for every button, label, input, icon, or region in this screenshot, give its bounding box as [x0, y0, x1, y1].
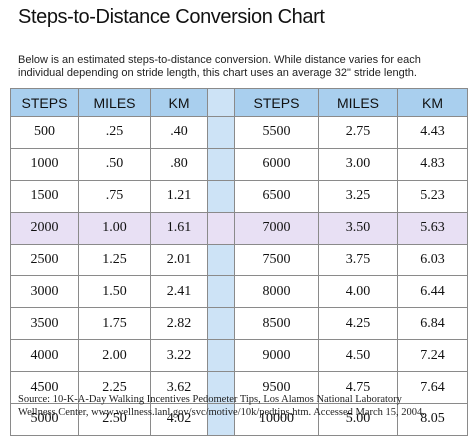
table-row: 3500 1.75 2.82 8500 4.25 6.84 — [10, 307, 468, 341]
cell-steps-right: 6000 — [234, 147, 319, 181]
cell-miles-right: 4.50 — [318, 339, 398, 373]
cell-steps-right: 9000 — [234, 339, 319, 373]
cell-steps-right: 5500 — [234, 116, 319, 149]
header-miles-left: MILES — [78, 88, 151, 117]
table-row: 2000 1.00 1.61 7000 3.50 5.63 — [10, 211, 468, 245]
cell-km-left: .80 — [150, 147, 208, 181]
cell-miles-right: 3.25 — [318, 179, 398, 213]
cell-miles-left: 2.50 — [78, 403, 151, 436]
cell-steps-left: 4000 — [10, 339, 79, 373]
cell-steps-left: 1000 — [10, 147, 79, 181]
cell-miles-left: .75 — [78, 179, 151, 213]
cell-miles-right: 3.00 — [318, 147, 398, 181]
cell-steps-right: 7000 — [234, 211, 319, 245]
table-row: 4500 2.25 3.62 9500 4.75 7.64 — [10, 371, 468, 405]
cell-miles-right: 4.00 — [318, 275, 398, 309]
cell-steps-left: 1500 — [10, 179, 79, 213]
cell-km-left: 3.22 — [150, 339, 208, 373]
cell-steps-left: 3000 — [10, 275, 79, 309]
cell-miles-left: 1.00 — [78, 211, 151, 245]
header-km-left: KM — [150, 88, 208, 117]
header-steps-left: STEPS — [10, 88, 79, 117]
cell-km-left: 2.01 — [150, 243, 208, 277]
cell-steps-left: 5000 — [10, 403, 79, 436]
table-row: 4000 2.00 3.22 9000 4.50 7.24 — [10, 339, 468, 373]
intro-text: Below is an estimated steps-to-distance … — [18, 54, 466, 80]
column-divider — [207, 88, 235, 117]
table-row: 1000.50.80 6000 3.00 4.83 — [10, 147, 468, 181]
column-divider — [207, 243, 235, 277]
table-row: 3000 1.50 2.41 8000 4.00 6.44 — [10, 275, 468, 309]
column-divider — [207, 147, 235, 181]
cell-steps-left: 4500 — [10, 371, 79, 405]
chart-title: Steps-to-Distance Conversion Chart — [18, 6, 325, 28]
cell-km-right: 6.84 — [397, 307, 468, 341]
cell-steps-right: 6500 — [234, 179, 319, 213]
cell-miles-right: 3.50 — [318, 211, 398, 245]
cell-km-left: 1.61 — [150, 211, 208, 245]
intro-line-2: individual depending on stride length, t… — [18, 67, 417, 79]
intro-line-1: Below is an estimated steps-to-distance … — [18, 54, 421, 66]
cell-km-right: 5.63 — [397, 211, 468, 245]
column-divider — [207, 116, 235, 149]
table-header-row: STEPS MILES KM STEPS MILES KM — [10, 88, 468, 117]
cell-km-right: 5.23 — [397, 179, 468, 213]
table-row: 1500.75 1.21 6500 3.25 5.23 — [10, 179, 468, 213]
table-row: 500.25.40 5500 2.75 4.43 — [10, 116, 468, 149]
cell-steps-left: 3500 — [10, 307, 79, 341]
header-km-right: KM — [397, 88, 468, 117]
table-body: 500.25.40 5500 2.75 4.43 1000.50.80 6000 3.00 4… — [10, 116, 468, 436]
cell-km-left: 2.82 — [150, 307, 208, 341]
cell-km-right: 8.05 — [397, 403, 468, 436]
cell-miles-left: .25 — [78, 116, 151, 149]
cell-steps-left: 500 — [10, 116, 79, 149]
cell-km-right: 7.24 — [397, 339, 468, 373]
cell-km-right: 4.43 — [397, 116, 468, 149]
column-divider — [207, 307, 235, 341]
cell-km-right: 6.03 — [397, 243, 468, 277]
cell-miles-right: 5.00 — [318, 403, 398, 436]
cell-steps-right: 8500 — [234, 307, 319, 341]
cell-steps-right: 8000 — [234, 275, 319, 309]
cell-miles-left: 2.00 — [78, 339, 151, 373]
cell-miles-right: 2.75 — [318, 116, 398, 149]
cell-steps-left: 2500 — [10, 243, 79, 277]
cell-km-left: .40 — [150, 116, 208, 149]
column-divider — [207, 339, 235, 373]
cell-km-right: 6.44 — [397, 275, 468, 309]
source-line-1: Source: 10-K-A-Day Walking Incentives Pe… — [18, 394, 402, 405]
source-line-2: Wellness Center, www.wellness.lanl.gov/s… — [18, 406, 425, 418]
cell-miles-left: 1.50 — [78, 275, 151, 309]
conversion-table: STEPS MILES KM STEPS MILES KM 500.25.40 5… — [10, 88, 468, 436]
column-divider — [207, 179, 235, 213]
table-row: 5000 2.50 4.02 10000 5.00 8.05 — [10, 403, 468, 436]
table-row: 2500 1.25 2.01 7500 3.75 6.03 — [10, 243, 468, 277]
cell-miles-right: 3.75 — [318, 243, 398, 277]
cell-miles-left: 1.25 — [78, 243, 151, 277]
column-divider — [207, 211, 235, 245]
column-divider — [207, 275, 235, 309]
cell-km-right: 4.83 — [397, 147, 468, 181]
cell-miles-left: .50 — [78, 147, 151, 181]
source-citation: Source: 10-K-A-Day Walking Incentives Pe… — [18, 394, 466, 419]
cell-steps-right: 7500 — [234, 243, 319, 277]
header-steps-right: STEPS — [234, 88, 319, 117]
cell-km-left: 2.41 — [150, 275, 208, 309]
cell-steps-right: 10000 — [234, 403, 319, 436]
cell-km-right: 7.64 — [397, 371, 468, 405]
cell-miles-right: 4.25 — [318, 307, 398, 341]
cell-steps-left: 2000 — [10, 211, 79, 245]
cell-km-left: 4.02 — [150, 403, 208, 436]
cell-km-left: 1.21 — [150, 179, 208, 213]
cell-miles-left: 2.25 — [78, 371, 151, 405]
header-miles-right: MILES — [318, 88, 398, 117]
cell-miles-left: 1.75 — [78, 307, 151, 341]
